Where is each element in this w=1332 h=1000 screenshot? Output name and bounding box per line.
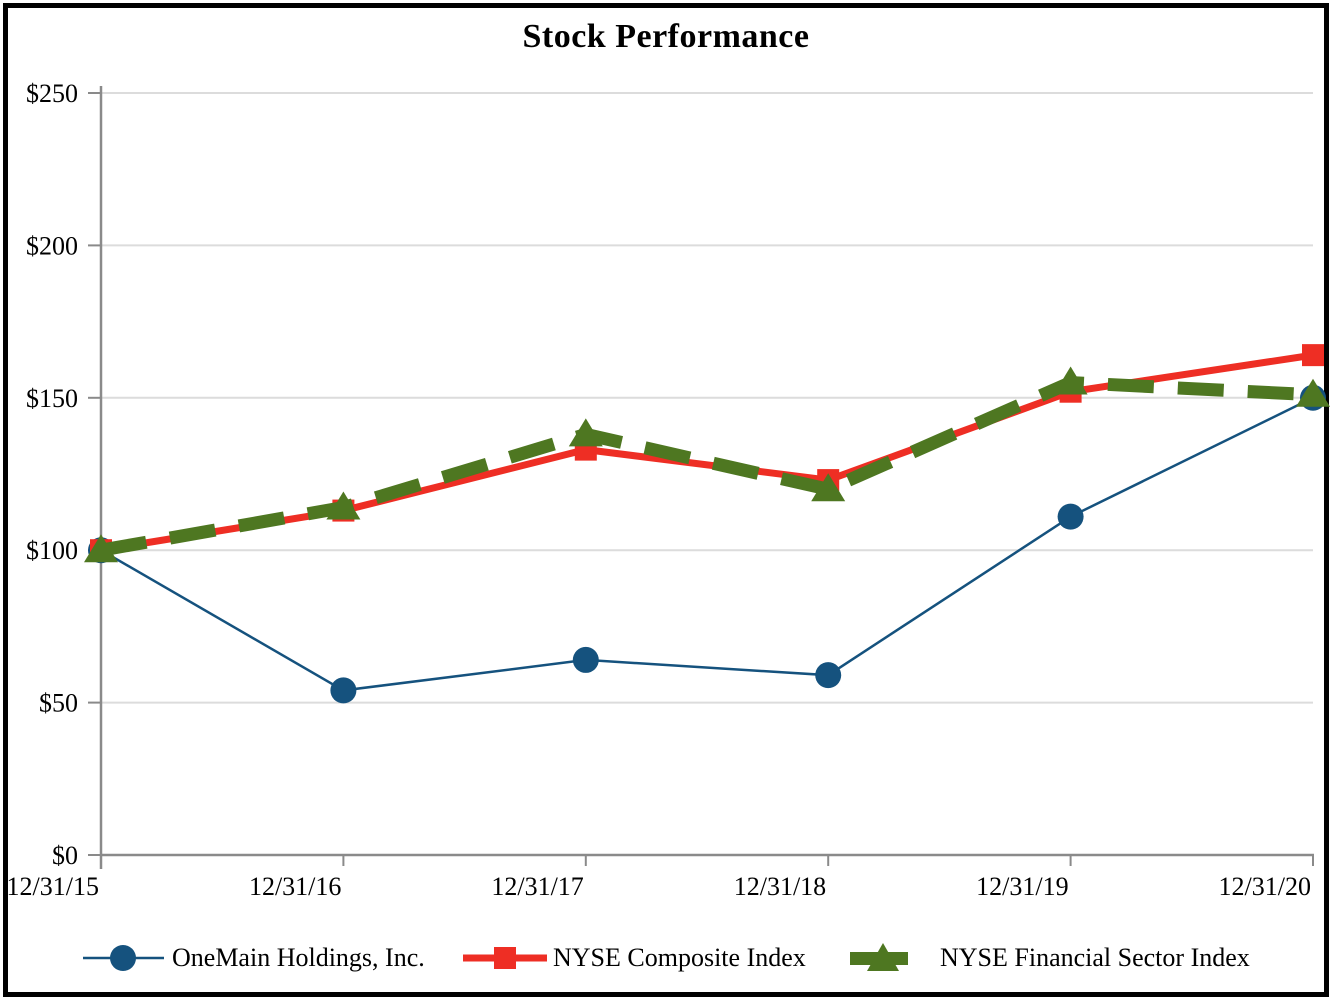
circle-marker: [815, 662, 842, 689]
y-axis-label: $250: [26, 79, 78, 108]
circle-marker: [1057, 503, 1084, 530]
triangle-marker: [811, 473, 846, 502]
nyse-financial-dash-triangle-icon: [850, 943, 908, 971]
y-axis-label: $50: [39, 689, 78, 718]
legend-item-onemain: OneMain Holdings, Inc.: [83, 936, 425, 980]
square-marker: [1302, 344, 1324, 367]
x-axis-label: 12/31/17: [491, 872, 583, 901]
triangle-marker: [568, 418, 603, 447]
x-axis-label: 12/31/16: [249, 872, 341, 901]
x-axis-label: 12/31/18: [734, 872, 826, 901]
y-axis-label: $200: [26, 231, 78, 260]
y-axis-label: $0: [52, 841, 78, 870]
circle-marker: [330, 677, 357, 704]
onemain-line-circle-icon: [83, 945, 164, 971]
x-axis-label: 12/31/19: [976, 872, 1068, 901]
legend-label-onemain: OneMain Holdings, Inc.: [172, 943, 425, 972]
legend-item-nyse-composite: NYSE Composite Index: [463, 936, 806, 980]
legend-item-nyse-financial: NYSE Financial Sector Index: [850, 936, 1250, 980]
triangle-marker: [326, 491, 361, 520]
x-axis-label: 12/31/20: [1219, 872, 1311, 901]
series-line-0: [100, 396, 1314, 692]
chart-title: Stock Performance: [522, 18, 810, 55]
circle-marker: [572, 646, 599, 673]
legend-label-nyse-composite: NYSE Composite Index: [553, 943, 806, 972]
triangle-marker: [1053, 366, 1088, 395]
y-axis-label: $150: [26, 384, 78, 413]
x-axis-label: 12/31/15: [7, 872, 99, 901]
legend-label-nyse-financial: NYSE Financial Sector Index: [940, 943, 1250, 972]
nyse-composite-line-square-icon: [463, 947, 547, 969]
legend: OneMain Holdings, Inc. NYSE Composite In…: [0, 936, 1332, 980]
series-line-2: [99, 375, 1314, 557]
y-axis-label: $100: [26, 536, 78, 565]
triangle-marker: [84, 534, 118, 563]
triangle-marker: [1296, 378, 1330, 407]
